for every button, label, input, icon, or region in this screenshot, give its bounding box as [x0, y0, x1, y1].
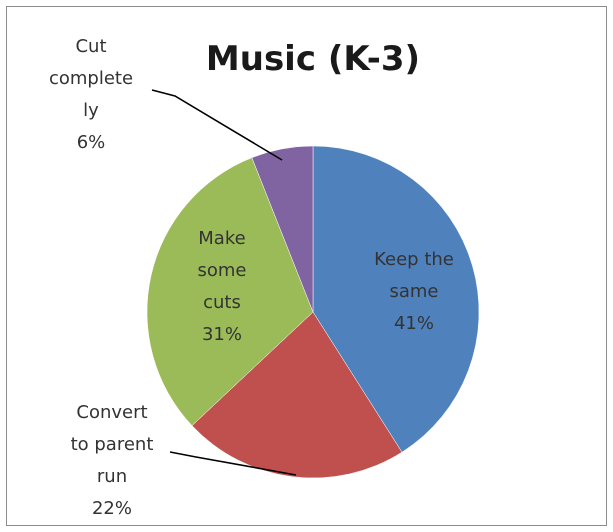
pie-slice	[251, 145, 314, 313]
category-label: Convert	[76, 402, 147, 423]
category-label: same	[389, 281, 438, 302]
category-label: to parent	[71, 434, 154, 455]
category-label: some	[198, 260, 247, 281]
data-label: Make some cuts 31%	[198, 228, 247, 345]
chart-title: Music (K-3)	[206, 39, 420, 79]
pie-slice	[146, 157, 314, 426]
percent-label: 6%	[77, 132, 106, 153]
data-label: Keep the same 41%	[374, 249, 454, 334]
pie-slices	[146, 145, 480, 479]
category-label: ly	[83, 100, 99, 121]
percent-label: 22%	[92, 498, 132, 519]
percent-label: 41%	[394, 313, 434, 334]
data-label: Cut complete ly 6%	[49, 36, 133, 153]
category-label: Make	[198, 228, 245, 249]
data-label: Convert to parent run 22%	[71, 402, 154, 519]
leader-line	[151, 89, 283, 161]
slice-labels: Keep the same 41% Convert to parent run 22% Mak…	[49, 36, 454, 519]
leader-lines	[151, 89, 297, 476]
category-label: cuts	[203, 292, 241, 313]
category-label: run	[97, 466, 127, 487]
category-label: Cut	[75, 36, 106, 57]
pie-slice	[312, 145, 480, 453]
percent-label: 31%	[202, 324, 242, 345]
pie-slice	[191, 311, 403, 479]
leader-line	[169, 451, 297, 476]
category-label: Keep the	[374, 249, 454, 270]
category-label: complete	[49, 68, 133, 89]
